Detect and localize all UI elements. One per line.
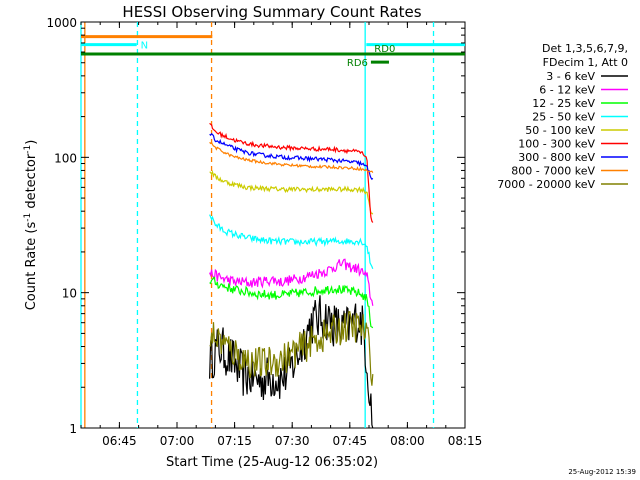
legend-label: 100 - 300 keV: [518, 138, 595, 151]
y-tick-label: 1: [69, 422, 77, 436]
axes: 06:45 07:00 07:15 07:30 07:45 08:00 08:15 1 10 10…: [46, 16, 482, 448]
series-line: [209, 122, 374, 223]
y-tick-label: 1000: [46, 16, 77, 30]
legend-label: 300 - 800 keV: [518, 151, 595, 164]
legend-label: 7000 - 20000 keV: [497, 178, 595, 191]
y-tick-label: 10: [62, 287, 77, 301]
x-tick-label: 07:30: [275, 434, 310, 448]
x-axis-label: Start Time (25-Aug-12 06:35:02): [166, 455, 378, 470]
y-label-exponent: -1: [23, 213, 33, 222]
x-tick-label: 08:15: [448, 434, 483, 448]
flag-bar-label: N: [141, 41, 148, 52]
y-label-exponent: -1: [23, 145, 33, 154]
y-label-part: ): [24, 140, 39, 145]
series-layer: [209, 122, 374, 429]
chart-title: HESSI Observing Summary Count Rates: [122, 3, 421, 21]
legend-label: 6 - 12 keV: [539, 84, 595, 97]
y-label-part: Count Rate (s: [24, 222, 39, 311]
series-line: [209, 276, 374, 329]
y-tick-label: 100: [54, 151, 77, 165]
legend: Det 1,3,5,6,7,9, FDecim 1, Att 0 3 - 6 k…: [497, 42, 628, 191]
flag-bars: N RD0 RD6: [81, 35, 465, 69]
legend-label: 50 - 100 keV: [525, 124, 595, 137]
legend-label: 12 - 25 keV: [532, 97, 595, 110]
series-line: [209, 169, 374, 215]
x-tick-label: 07:45: [333, 434, 368, 448]
y-label-part: detector: [24, 153, 39, 213]
legend-label: 800 - 7000 keV: [511, 165, 595, 178]
x-tick-label: 06:45: [102, 434, 137, 448]
timestamp: 25-Aug-2012 15:39: [568, 468, 636, 476]
series-line: [209, 141, 374, 174]
legend-label: 3 - 6 keV: [546, 70, 595, 83]
x-tick-label: 07:15: [217, 434, 252, 448]
series-line: [209, 258, 374, 306]
legend-label: 25 - 50 keV: [532, 111, 595, 124]
plot-frame: [80, 21, 466, 429]
series-line: [209, 311, 374, 386]
legend-header-line: FDecim 1, Att 0: [543, 56, 628, 69]
y-axis-label: Count Rate (s-1 detector-1): [23, 140, 39, 311]
series-line: [209, 214, 374, 270]
series-line: [209, 132, 374, 181]
x-tick-label: 08:00: [390, 434, 425, 448]
flag-bar-label: RD0: [374, 44, 395, 55]
x-tick-label: 07:00: [160, 434, 195, 448]
flag-bar-label: RD6: [347, 58, 368, 69]
legend-header-line: Det 1,3,5,6,7,9,: [542, 42, 628, 55]
